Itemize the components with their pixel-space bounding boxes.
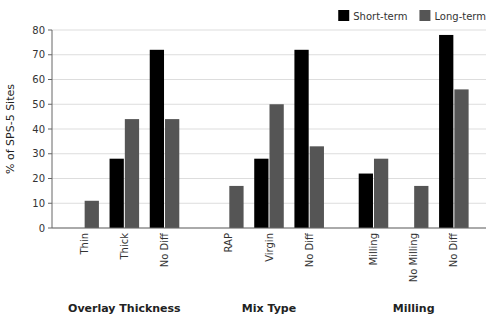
bar — [414, 186, 428, 228]
y-tick-label: 60 — [32, 74, 45, 85]
bar — [165, 119, 179, 228]
y-tick-label: 80 — [32, 25, 45, 36]
legend-swatch — [338, 10, 349, 21]
grid-line — [52, 104, 486, 105]
bar — [150, 50, 164, 228]
y-tick-label: 10 — [32, 198, 45, 209]
y-tick — [48, 30, 52, 31]
x-tick-label: No Diff — [304, 232, 315, 267]
grid-line — [52, 228, 486, 229]
y-tick — [48, 228, 52, 229]
y-tick-label: 30 — [32, 148, 45, 159]
bar — [294, 50, 308, 228]
legend-swatch — [419, 10, 430, 21]
grid-line — [52, 30, 486, 31]
y-axis — [52, 30, 53, 228]
group-label: Mix Type — [242, 302, 296, 315]
bar — [359, 174, 373, 228]
y-tick-label: 70 — [32, 49, 45, 60]
chart: 0 10 20 30 40 50 60 70 80 Thin Thick No Diff RAP Virg… — [0, 0, 496, 320]
y-tick — [48, 104, 52, 105]
y-axis-label: % of SPS-5 Sites — [4, 84, 17, 174]
x-tick-label: No Diff — [159, 232, 170, 267]
bar — [125, 119, 139, 228]
y-tick — [48, 153, 52, 154]
bar — [270, 104, 284, 228]
x-axis — [52, 228, 486, 229]
x-tick-label: Milling — [368, 233, 379, 265]
bar — [229, 186, 243, 228]
grid-line — [52, 54, 486, 55]
legend-label: Long-term — [434, 11, 486, 22]
grid-line — [52, 153, 486, 154]
group-label: Milling — [393, 302, 435, 315]
y-tick-label: 50 — [32, 99, 45, 110]
bar — [439, 35, 453, 228]
x-tick-label: Virgin — [264, 233, 275, 262]
grid-line — [52, 79, 486, 80]
bar — [310, 146, 324, 228]
bar — [454, 89, 468, 228]
x-tick-label: No Milling — [408, 233, 419, 282]
bars — [85, 35, 469, 228]
x-tick-label: Thin — [79, 233, 90, 256]
y-tick — [48, 79, 52, 80]
y-tick-label: 20 — [32, 173, 45, 184]
y-tick-label: 0 — [39, 223, 45, 234]
grid — [52, 30, 486, 228]
y-tick — [48, 54, 52, 55]
x-tick-label: No Diff — [448, 232, 459, 267]
bar — [110, 159, 124, 228]
y-tick-label: 40 — [32, 124, 45, 135]
group-label: Overlay Thickness — [68, 302, 181, 315]
x-tick-label: Thick — [119, 233, 130, 261]
legend-label: Short-term — [353, 11, 407, 22]
y-tick — [48, 178, 52, 179]
legend: Short-term Long-term — [338, 10, 486, 22]
bar — [254, 159, 268, 228]
bar — [85, 201, 99, 228]
y-tick — [48, 129, 52, 130]
bar — [374, 159, 388, 228]
y-tick — [48, 203, 52, 204]
x-tick-label: RAP — [223, 233, 234, 252]
grid-line — [52, 129, 486, 130]
